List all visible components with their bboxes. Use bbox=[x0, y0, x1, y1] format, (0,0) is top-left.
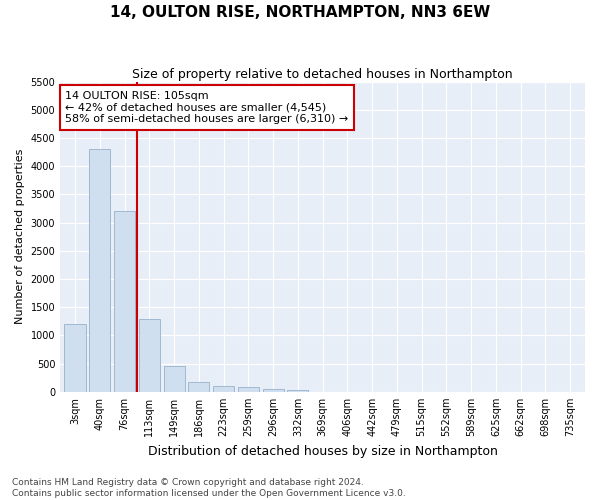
Y-axis label: Number of detached properties: Number of detached properties bbox=[15, 149, 25, 324]
Bar bbox=[139, 318, 160, 392]
Bar bbox=[238, 388, 259, 392]
Bar bbox=[263, 388, 284, 392]
Bar bbox=[89, 150, 110, 392]
Text: 14 OULTON RISE: 105sqm
← 42% of detached houses are smaller (4,545)
58% of semi-: 14 OULTON RISE: 105sqm ← 42% of detached… bbox=[65, 91, 349, 124]
Title: Size of property relative to detached houses in Northampton: Size of property relative to detached ho… bbox=[132, 68, 513, 80]
Bar bbox=[164, 366, 185, 392]
Bar bbox=[114, 212, 135, 392]
Bar bbox=[188, 382, 209, 392]
Bar bbox=[213, 386, 234, 392]
Text: Contains HM Land Registry data © Crown copyright and database right 2024.
Contai: Contains HM Land Registry data © Crown c… bbox=[12, 478, 406, 498]
Bar bbox=[287, 390, 308, 392]
X-axis label: Distribution of detached houses by size in Northampton: Distribution of detached houses by size … bbox=[148, 444, 497, 458]
Bar bbox=[64, 324, 86, 392]
Text: 14, OULTON RISE, NORTHAMPTON, NN3 6EW: 14, OULTON RISE, NORTHAMPTON, NN3 6EW bbox=[110, 5, 490, 20]
